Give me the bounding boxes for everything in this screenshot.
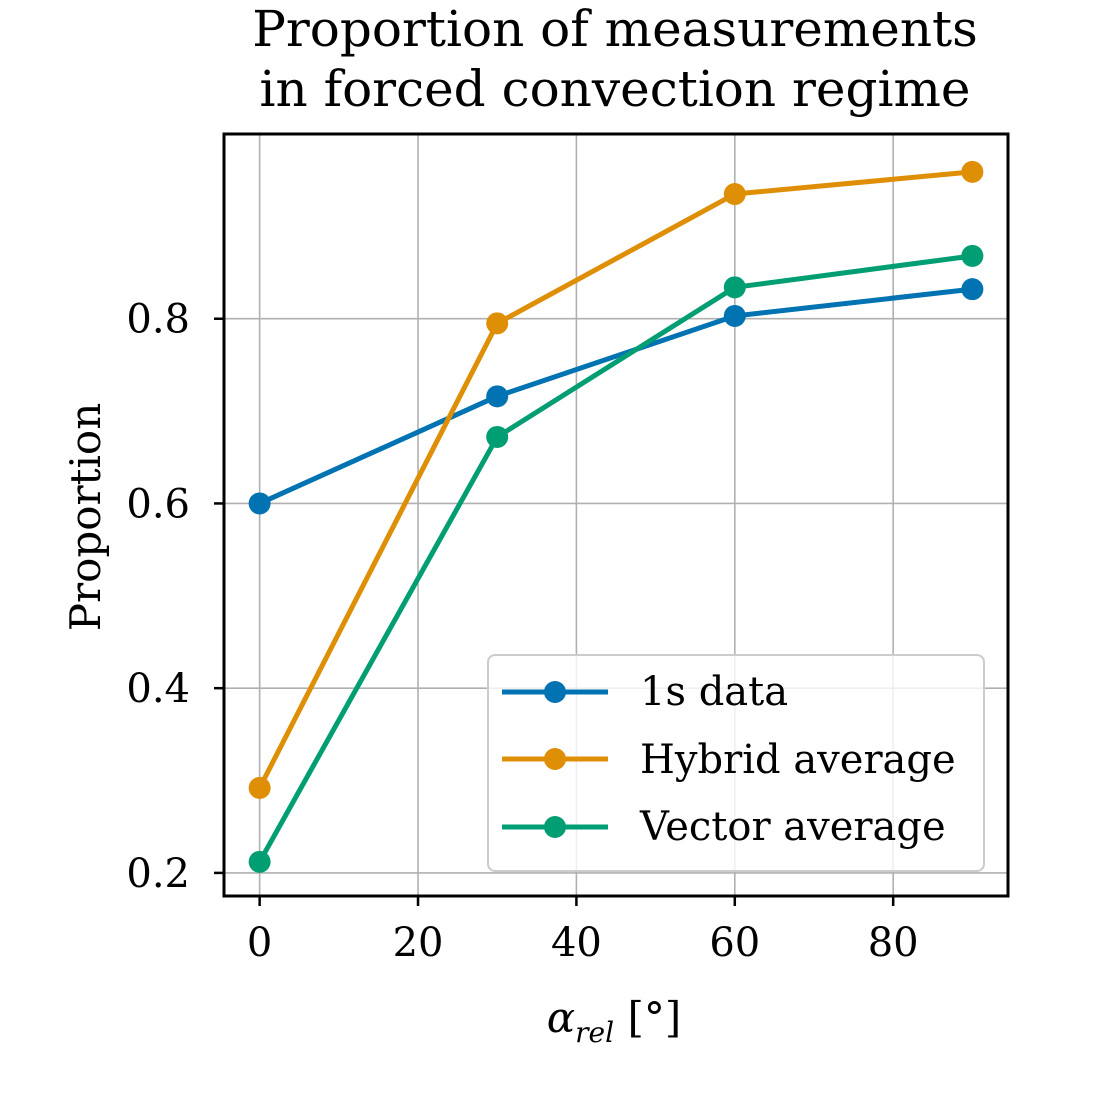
ticks: 0 20 40 60 80 0.2 0.4 0.6 0.8 — [126, 297, 918, 966]
plot-frame — [222, 132, 1010, 898]
legend-entry-1s-data: 1s data — [502, 669, 788, 715]
x-axis-label-unit: [°] — [627, 993, 681, 1042]
data-point — [248, 776, 271, 799]
data-point — [248, 492, 271, 515]
data-point — [961, 160, 984, 183]
legend-label: Vector average — [639, 804, 946, 850]
legend: 1s data Hybrid average Vector average — [487, 654, 985, 872]
data-point — [723, 183, 746, 206]
legend-entry-hybrid-average: Hybrid average — [502, 737, 956, 783]
legend-entry-vector-average: Vector average — [502, 804, 946, 850]
series-hybrid-average — [248, 160, 984, 799]
series-line — [256, 169, 976, 792]
y-axis-label: Proportion — [61, 403, 110, 632]
legend-label: Hybrid average — [640, 737, 956, 783]
data-point — [248, 850, 271, 873]
legend-marker — [544, 816, 566, 838]
series-line — [256, 286, 976, 507]
svg-text:αrel [°]: αrel [°] — [547, 993, 681, 1049]
y-tick-label: 0.6 — [126, 481, 190, 527]
data-point — [723, 304, 746, 327]
data-point — [961, 244, 984, 267]
x-axis-label: αrel [°] — [547, 993, 681, 1049]
y-tick-label: 0.8 — [126, 297, 190, 343]
data-point — [486, 425, 509, 448]
series-layer — [248, 160, 984, 873]
data-point — [486, 312, 509, 335]
x-axis-label-subscript: rel — [575, 1016, 614, 1049]
data-point — [723, 276, 746, 299]
x-tick-label: 0 — [247, 920, 272, 966]
series-line — [256, 253, 976, 866]
x-tick-label: 60 — [709, 920, 760, 966]
data-point — [486, 385, 509, 408]
data-point — [961, 278, 984, 301]
legend-label: 1s data — [640, 669, 788, 715]
chart-title-line-1: Proportion of measurements — [252, 0, 978, 58]
x-axis-label-symbol: α — [547, 993, 575, 1042]
x-tick-label: 20 — [393, 920, 444, 966]
series-vector-average — [248, 244, 984, 873]
y-tick-label: 0.2 — [126, 851, 190, 897]
legend-box — [487, 654, 985, 872]
x-tick-label: 40 — [551, 920, 602, 966]
legend-marker — [544, 681, 566, 703]
series-1s-data — [248, 278, 984, 515]
chart-title-line-2: in forced convection regime — [259, 60, 970, 118]
x-tick-label: 80 — [868, 920, 919, 966]
legend-marker — [544, 748, 566, 770]
y-tick-label: 0.4 — [126, 666, 190, 712]
